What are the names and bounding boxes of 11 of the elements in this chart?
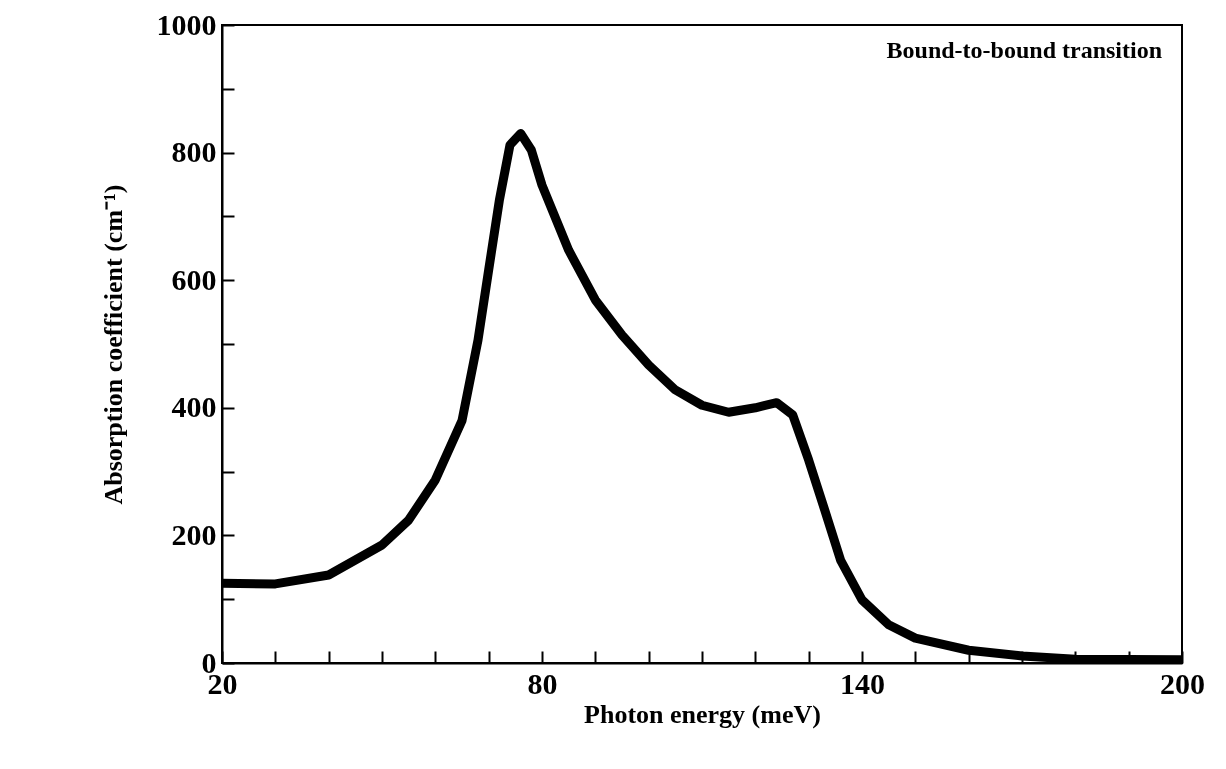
y-tick-label: 1000 [156, 7, 217, 41]
y-tick-label: 600 [171, 262, 217, 296]
y-tick-label: 800 [171, 135, 217, 169]
y-tick-label: 400 [171, 390, 217, 424]
x-axis-title: Photon energy (meV) [584, 699, 821, 729]
y-tick-label: 200 [171, 517, 217, 551]
annotation: Bound-to-bound transition [886, 37, 1162, 63]
y-axis-title: Absorption coefficient (cm⁻¹) [98, 184, 128, 505]
x-tick-label: 200 [1160, 666, 1205, 700]
x-tick-label: 80 [527, 666, 558, 700]
x-tick-label: 140 [840, 666, 885, 700]
